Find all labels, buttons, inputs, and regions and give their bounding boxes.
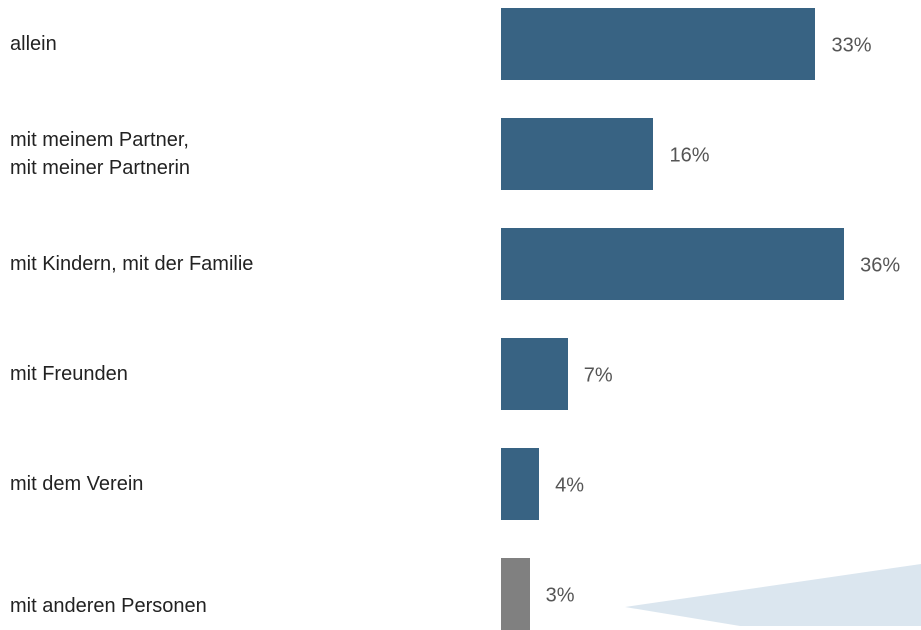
value-label: 7% bbox=[583, 364, 613, 387]
decorative-triangle bbox=[625, 564, 921, 626]
value-label: 36% bbox=[860, 254, 901, 277]
bar bbox=[501, 448, 540, 520]
bar bbox=[501, 338, 568, 410]
bar bbox=[501, 228, 845, 300]
category-label: allein bbox=[10, 33, 57, 55]
category-label: mit Kindern, mit der Familie bbox=[10, 253, 254, 275]
category-label: mit meinem Partner, mit meiner Partnerin bbox=[10, 129, 191, 179]
bar bbox=[501, 118, 654, 190]
value-label: 16% bbox=[669, 144, 710, 167]
value-label: 3% bbox=[545, 584, 575, 607]
category-label: mit Freunden bbox=[10, 363, 128, 385]
category-label: mit anderen Personen bbox=[10, 595, 207, 617]
value-label: 4% bbox=[555, 474, 585, 497]
category-label: mit dem Verein bbox=[10, 473, 144, 495]
bar bbox=[501, 558, 530, 630]
bar bbox=[501, 8, 816, 80]
value-label: 33% bbox=[831, 34, 872, 57]
